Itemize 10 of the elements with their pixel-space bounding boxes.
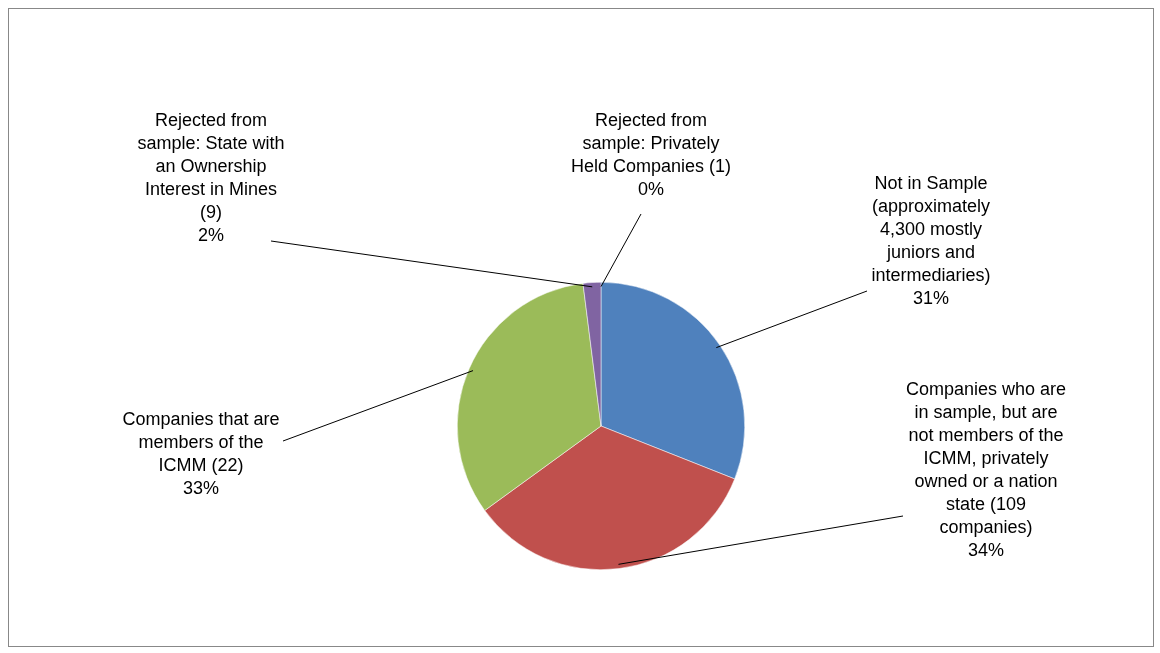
slice-label: Companies who are in sample, but are not members of the ICMM, privately owned or a nation state (109 companies) [905, 378, 1067, 537]
data-label: 2% [197, 224, 225, 245]
slice-label: Companies that are members of the ICMM (22) [122, 408, 280, 475]
text: 0% [637, 178, 665, 199]
slice-label: Rejected from sample: State with an Ownership Interest in Mines (9) [137, 109, 285, 222]
data-label: 34% [967, 539, 1005, 560]
data-label: 33% [182, 477, 220, 498]
data-label: 31% [912, 287, 950, 308]
slice-label: Not in Sample (approximately 4,300 mostly juniors and intermediaries) [871, 172, 991, 285]
category-label: Rejected from sample: Privately Held Companies (1) [570, 109, 732, 176]
